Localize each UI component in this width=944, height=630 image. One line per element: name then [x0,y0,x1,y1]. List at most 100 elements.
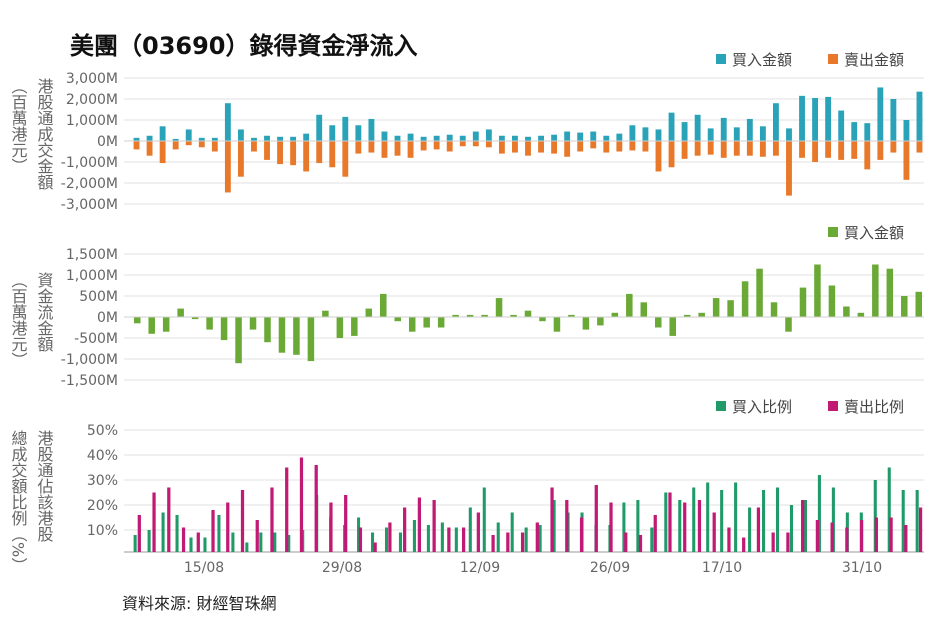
bar [264,141,270,160]
bar [825,96,832,141]
bar [654,317,662,328]
bar [433,135,440,141]
bar [582,317,590,330]
bar [746,118,753,141]
y-axis-label: （百萬港元） [9,272,28,368]
legend-label: 買入金額 [844,224,904,242]
bar [786,128,792,141]
bar [873,480,877,552]
bar [432,500,436,552]
bar [756,507,761,552]
bar [459,141,466,147]
bar [668,141,675,168]
bar [172,138,179,141]
legend-swatch [828,401,838,411]
bar [525,136,531,141]
bar [498,141,505,154]
bar [629,125,636,141]
bar [437,317,445,328]
bar [329,125,336,141]
bar [426,525,430,552]
bar [211,137,218,141]
y-tick-label: 30% [87,473,118,489]
bar [446,134,453,141]
bar [668,112,675,141]
bar [640,302,648,317]
bar [162,317,170,332]
bar [394,135,401,141]
source-note: 資料來源: 財經智珠網 [122,594,277,613]
bar [407,133,414,141]
bar [277,136,284,141]
bar [211,141,218,152]
bar [365,308,373,317]
bar [185,141,192,146]
bar [916,91,923,141]
bar [303,141,310,172]
bar [799,95,805,141]
bar [299,457,304,552]
y-tick-label: 20% [87,498,118,514]
bar [622,502,626,552]
bar [495,298,503,317]
y-tick-label: -2,000M [61,176,118,192]
bar [759,126,766,141]
bar [417,497,422,552]
bar [447,527,451,552]
bar [137,515,141,552]
bar [785,317,792,332]
bar [830,522,834,552]
bar [322,310,329,317]
bar [226,502,230,552]
bar [270,487,274,552]
bar [825,141,832,158]
y-axis-label: 港股通佔該港股 [35,430,54,543]
bar [698,312,705,317]
bar [403,507,407,552]
bar [358,527,363,552]
x-tick-label: 31/10 [842,560,882,576]
bar [524,527,528,552]
bar [594,485,598,552]
bar [198,137,205,141]
bar [220,317,228,341]
bar [864,141,871,170]
bar [772,103,779,141]
bar [678,500,682,552]
bar [344,495,348,552]
bar [278,317,286,353]
y-tick-label: 2,000M [66,92,118,108]
bar [388,522,392,552]
bar [611,312,619,317]
bar [342,141,349,177]
bar [398,532,403,552]
bar [720,490,724,552]
bar [133,535,137,552]
bar [890,141,897,153]
bar [408,317,416,332]
y-tick-label: 1,000M [66,113,118,129]
bar [590,141,597,149]
bar [771,532,775,552]
bar [476,512,480,552]
bar [172,141,179,150]
bar [668,492,672,552]
bar [681,141,688,159]
y-tick-label: -1,500M [61,373,118,389]
bar [845,527,849,552]
bar [694,141,701,156]
bar [496,522,500,552]
bar [901,296,908,317]
bar [412,520,416,552]
bar [859,520,864,552]
bar [550,487,554,552]
bar [828,285,836,317]
bar [843,306,850,317]
bar [524,310,532,317]
bar [609,502,613,552]
bar [255,520,259,552]
bar [706,482,710,552]
bar [420,136,427,141]
bar [185,129,192,141]
y-tick-label: 3,000M [66,71,118,87]
